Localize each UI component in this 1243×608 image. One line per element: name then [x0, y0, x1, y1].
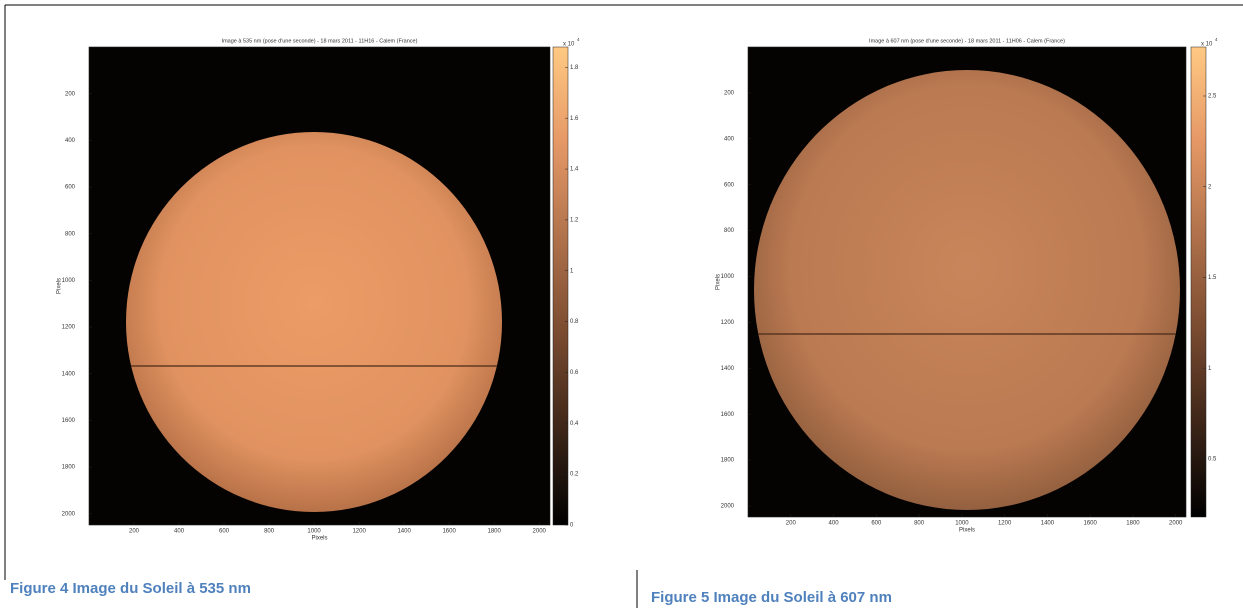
x-tick-label: 2000	[1169, 521, 1183, 527]
y-tick-label: 1800	[62, 465, 76, 471]
colorbar-tick-label: 0.6	[570, 370, 579, 376]
colorbar-exponent: 4	[1215, 37, 1218, 42]
colorbar-tick-label: 0.4	[570, 421, 579, 427]
y-tick-label: 1800	[721, 458, 735, 464]
y-axis-label: Pixels	[57, 278, 63, 294]
caption: Figure 5 Image du Soleil à 607 nm	[651, 589, 892, 606]
y-tick-label: 2000	[721, 504, 735, 510]
y-tick-label: 1400	[721, 366, 735, 372]
x-tick-label: 400	[829, 521, 840, 527]
sun-disk	[754, 70, 1180, 510]
sun-disk	[126, 132, 502, 512]
colorbar	[1191, 47, 1206, 517]
y-tick-label: 1600	[721, 412, 735, 418]
y-tick-label: 200	[724, 90, 735, 96]
y-tick-label: 1000	[721, 274, 735, 280]
x-tick-label: 1200	[352, 529, 366, 535]
y-tick-label: 600	[724, 182, 735, 188]
colorbar-tick-label: 2	[1208, 184, 1212, 190]
x-tick-label: 1400	[1041, 521, 1055, 527]
plot-title: Image à 607 nm (pose d'une seconde) - 18…	[869, 38, 1065, 44]
x-tick-label: 1200	[998, 521, 1012, 527]
y-tick-label: 600	[65, 185, 76, 191]
colorbar-tick-label: 1	[570, 268, 574, 274]
x-tick-label: 1800	[1126, 521, 1140, 527]
x-tick-label: 800	[914, 521, 925, 527]
colorbar-tick-label: 0.8	[570, 319, 579, 325]
x-tick-label: 200	[786, 521, 797, 527]
y-tick-label: 1200	[62, 325, 76, 331]
x-tick-label: 800	[264, 529, 275, 535]
colorbar-multiplier: x 10	[563, 42, 575, 48]
x-tick-label: 600	[871, 521, 882, 527]
y-tick-label: 800	[65, 231, 76, 237]
x-tick-label: 1800	[487, 529, 501, 535]
colorbar-tick-label: 0.5	[1208, 457, 1217, 463]
y-tick-label: 800	[724, 228, 735, 234]
colorbar-multiplier: x 10	[1201, 42, 1213, 48]
colorbar-tick-label: 0	[570, 523, 574, 529]
colorbar-tick-label: 1.5	[1208, 275, 1217, 281]
plot-title: Image à 535 nm (pose d'une seconde) - 18…	[222, 38, 418, 44]
y-tick-label: 1000	[62, 278, 76, 284]
x-tick-label: 1600	[1084, 521, 1098, 527]
x-tick-label: 2000	[533, 529, 547, 535]
y-axis-label: Pixels	[716, 274, 722, 290]
x-axis-label: Pixels	[959, 528, 975, 534]
colorbar-tick-label: 1.8	[570, 65, 579, 71]
colorbar-tick-label: 1.6	[570, 116, 579, 122]
x-tick-label: 200	[129, 529, 140, 535]
y-tick-label: 1400	[62, 371, 76, 377]
x-tick-label: 1400	[397, 529, 411, 535]
colorbar-tick-label: 0.2	[570, 472, 579, 478]
colorbar-tick-label: 1.2	[570, 217, 579, 223]
colorbar-tick-label: 1	[1208, 366, 1212, 372]
y-tick-label: 1600	[62, 418, 76, 424]
y-tick-label: 200	[65, 91, 76, 97]
x-axis-label: Pixels	[311, 536, 327, 542]
y-tick-label: 2000	[62, 511, 76, 517]
y-tick-label: 400	[724, 136, 735, 142]
colorbar	[553, 47, 568, 525]
x-tick-label: 1600	[442, 529, 456, 535]
x-tick-label: 600	[219, 529, 230, 535]
x-tick-label: 1000	[307, 529, 321, 535]
x-tick-label: 400	[174, 529, 185, 535]
x-tick-label: 1000	[955, 521, 969, 527]
colorbar-exponent: 4	[577, 37, 580, 42]
caption: Figure 4 Image du Soleil à 535 nm	[10, 580, 251, 597]
colorbar-tick-label: 2.5	[1208, 94, 1217, 100]
document-page: Figure 4 Image du Soleil à 535 nm Figure…	[0, 0, 1243, 608]
colorbar-tick-label: 1.4	[570, 167, 579, 173]
y-tick-label: 400	[65, 138, 76, 144]
y-tick-label: 1200	[721, 320, 735, 326]
